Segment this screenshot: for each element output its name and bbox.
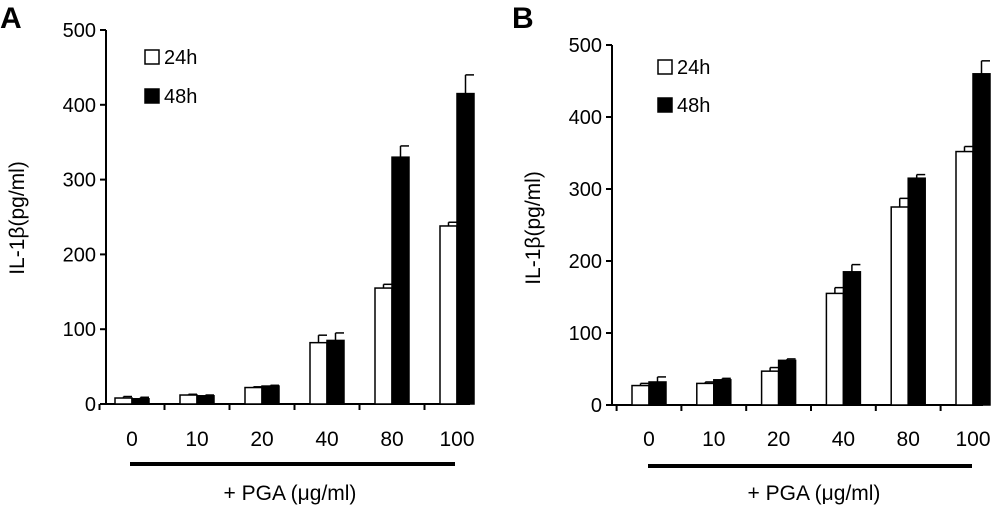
panel-b-y-tick-label: 300 bbox=[569, 179, 602, 201]
panel-a-bar-48h bbox=[391, 156, 410, 405]
panel-b-legend-swatch-24h bbox=[657, 59, 673, 75]
panel-a-bar-48h bbox=[326, 339, 345, 405]
panel-a-y-tick-label: 0 bbox=[85, 394, 96, 416]
panel-b-bar-24h bbox=[760, 370, 780, 406]
panel-a-legend-label-24h: 24h bbox=[164, 47, 197, 69]
panel-a-legend-swatch-24h bbox=[144, 49, 160, 65]
panel-b-bar-48h bbox=[972, 73, 991, 406]
panel-b-bar-24h bbox=[631, 384, 650, 406]
panel-b-category-label: 80 bbox=[897, 428, 920, 451]
panel-b-bar-48h bbox=[648, 381, 667, 406]
panel-b-category-label: 40 bbox=[832, 428, 855, 451]
panel-a-y-axis-label: IL-1β(pg/ml) bbox=[6, 161, 29, 275]
panel-b-bar-48h bbox=[842, 271, 862, 406]
panel-b-category-label: 20 bbox=[767, 428, 790, 451]
panel-b: B IL-1β(pg/ml) + PGA (μg/ml) 24h 48h 0 10… bbox=[512, 2, 991, 505]
panel-b-category-label: 0 bbox=[643, 428, 655, 451]
panel-a-category-label: 80 bbox=[380, 428, 403, 451]
panel-b-x-axis-label: + PGA (μg/ml) bbox=[748, 482, 881, 505]
panel-b-bar-48h bbox=[713, 379, 732, 406]
panel-a-bar-48h bbox=[131, 398, 150, 405]
panel-a-category-label: 20 bbox=[250, 428, 273, 451]
panel-a-category-label: 40 bbox=[315, 428, 338, 451]
panel-a-y-tick-label: 400 bbox=[63, 95, 96, 117]
panel-a-category-label: 100 bbox=[439, 428, 474, 451]
panel-b-legend-label-48h: 48h bbox=[677, 95, 710, 117]
panel-a-bar-24h bbox=[374, 287, 393, 405]
panel-b-bar-48h bbox=[907, 177, 926, 406]
panel-b-bar-48h bbox=[777, 359, 797, 406]
panel-b-bar-24h bbox=[825, 292, 845, 406]
panel-a-x-axis-label: + PGA (μg/ml) bbox=[224, 482, 357, 505]
panel-a-bar-24h bbox=[309, 341, 328, 405]
panel-a-bar-24h bbox=[114, 397, 133, 405]
panel-b-y-axis-label: IL-1β(pg/ml) bbox=[522, 171, 545, 285]
panel-b-y-tick-label: 500 bbox=[569, 35, 602, 57]
panel-a-category-label: 0 bbox=[126, 428, 138, 451]
panel-a-bar-24h bbox=[244, 386, 263, 405]
panel-a-y-tick-label: 500 bbox=[63, 20, 96, 42]
panel-a-bar-48h bbox=[261, 385, 280, 405]
panel-b-legend-label-24h: 24h bbox=[677, 57, 710, 79]
panel-a-legend-label-48h: 48h bbox=[164, 86, 197, 108]
panel-b-bar-24h bbox=[696, 382, 715, 406]
panel-b-letter: B bbox=[512, 2, 534, 35]
panel-a-y-tick-label: 200 bbox=[63, 244, 96, 266]
panel-b-y-tick-label: 100 bbox=[569, 323, 602, 345]
panel-a-category-label: 10 bbox=[185, 428, 208, 451]
panel-b-category-label: 10 bbox=[702, 428, 725, 451]
panel-b-y-tick-label: 0 bbox=[591, 395, 602, 417]
panel-a-letter: A bbox=[0, 2, 22, 35]
panel-a-bar-24h bbox=[179, 394, 198, 405]
panel-a-y-tick-label: 100 bbox=[63, 319, 96, 341]
panel-b-y-tick-label: 200 bbox=[569, 251, 602, 273]
panel-a-y-tick-label: 300 bbox=[63, 170, 96, 192]
panel-a-bar-48h bbox=[456, 92, 475, 405]
panel-b-legend-swatch-48h bbox=[657, 97, 673, 113]
panel-b-bar-24h bbox=[955, 150, 974, 406]
panel-b-y-tick-label: 400 bbox=[569, 107, 602, 129]
panel-b-bar-24h bbox=[890, 206, 909, 406]
panel-a-legend-swatch-48h bbox=[144, 88, 160, 104]
panel-a-bar-48h bbox=[196, 395, 215, 405]
panel-a: A IL-1β(pg/ml) + PGA (μg/ml) 24h 48h 0 10… bbox=[0, 2, 475, 505]
panel-b-category-label: 100 bbox=[955, 428, 990, 451]
panel-a-bar-24h bbox=[439, 225, 458, 405]
